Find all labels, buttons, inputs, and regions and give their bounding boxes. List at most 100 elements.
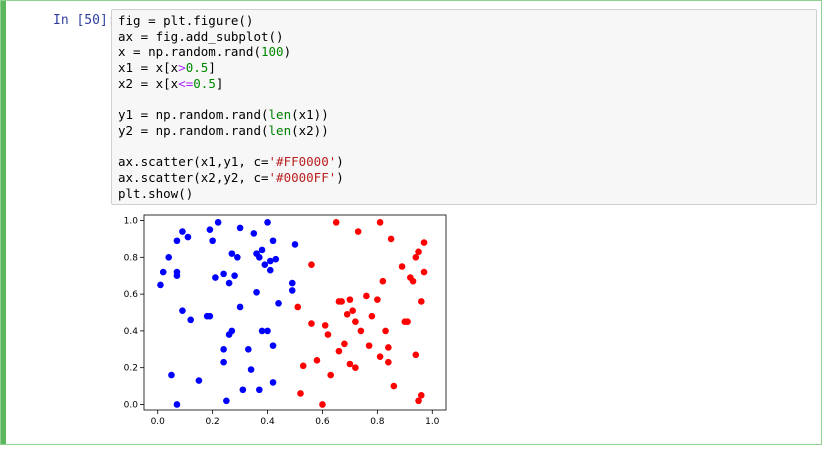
scatter-point-series-2 [341,340,348,348]
scatter-point-series-2 [335,347,343,355]
code-editor[interactable]: fig = plt.figure() ax = fig.add_subplot()… [111,9,817,205]
scatter-point-series-1 [206,226,214,234]
scatter-point-series-2 [294,303,302,311]
scatter-point-series-1 [214,219,222,226]
scatter-point-series-2 [420,239,428,246]
scatter-point-series-1 [223,397,230,405]
scatter-point-series-2 [412,254,420,261]
code-token: '#FF0000' [268,154,337,170]
scatter-point-series-2 [346,296,354,303]
scatter-point-series-2 [349,307,356,314]
code-token: > [178,60,186,76]
scatter-point-series-2 [390,382,398,390]
scatter-point-series-2 [398,263,406,270]
y-tick-label: 0.0 [124,400,139,410]
scatter-point-series-1 [288,279,296,287]
scatter-point-series-2 [319,401,326,408]
y-tick-label: 0.8 [124,253,139,263]
scatter-point-series-1 [264,327,271,335]
scatter-point-series-2 [385,344,392,351]
code-token: y1 = np.random.rand( [118,107,269,123]
scatter-point-series-1 [258,327,266,335]
scatter-point-series-2 [412,351,420,359]
code-token: x1 = x[x [118,60,179,76]
scatter-point-series-2 [332,219,340,226]
x-tick-label: 0.2 [205,417,219,427]
scatter-point-series-2 [363,292,370,300]
scatter-point-series-2 [324,331,332,338]
scatter-point-series-2 [387,235,395,243]
input-prompt: In [50]: [53,13,116,28]
scatter-point-series-2 [308,261,315,268]
scatter-point-series-1 [220,270,227,278]
y-tick-label: 0.6 [124,290,139,300]
code-token: ax.scatter(x1,y1, c= [118,154,269,170]
scatter-point-series-2 [409,277,417,285]
code-line: ax.scatter(x1,y1, c='#FF0000') [118,154,810,170]
x-tick-label: 0.4 [260,417,275,427]
code-token: 100 [261,44,284,60]
code-line: fig = plt.figure() [118,13,810,29]
scatter-point-series-2 [382,327,389,335]
scatter-point-series-2 [415,397,422,405]
scatter-point-series-1 [236,224,244,232]
x-tick-label: 0.0 [151,417,166,427]
scatter-point-series-2 [327,371,334,379]
scatter-point-series-2 [338,298,345,305]
scatter-point-series-1 [261,261,269,268]
code-token: <= [178,75,194,91]
scatter-point-series-1 [247,366,255,373]
scatter-point-series-1 [269,237,277,245]
scatter-point-series-2 [357,327,365,335]
scatter-point-series-1 [209,237,216,245]
scatter-point-series-1 [184,233,192,241]
scatter-point-series-1 [220,358,227,366]
scatter-point-series-1 [195,377,203,384]
scatter-point-series-1 [266,257,274,265]
scatter-point-series-2 [313,357,321,364]
code-token: x2 = x[x [118,75,179,91]
scatter-point-series-1 [269,379,277,386]
scatter-point-series-2 [354,228,362,235]
scatter-point-series-1 [253,288,260,296]
scatter-point-series-2 [374,296,381,303]
code-token: y2 = np.random.rand( [118,122,269,138]
scatter-point-series-2 [321,322,329,329]
scatter-point-series-1 [157,281,164,289]
code-line [118,139,810,155]
code-token: ) [336,154,344,170]
code-token: (x1)) [291,107,329,123]
code-line: y1 = np.random.rand(len(x1)) [118,107,810,123]
scatter-point-series-1 [173,237,181,245]
scatter-point-series-1 [256,254,263,261]
scatter-point-series-1 [187,316,194,324]
scatter-point-series-1 [269,342,277,349]
scatter-point-series-1 [239,386,247,394]
scatter-point-series-1 [272,255,280,263]
scatter-point-series-1 [179,228,186,235]
code-token: len [268,107,292,123]
code-token: ax.scatter(x2,y2, c= [118,169,269,185]
scatter-point-series-2 [352,318,359,325]
scatter-point-series-2 [308,320,315,327]
scatter-point-series-2 [352,364,359,371]
scatter-point-series-1 [234,254,241,261]
code-token: x = np.random.rand( [118,44,261,60]
cell-selection-bar [1,1,6,444]
scatter-point-series-1 [288,287,296,294]
scatter-point-series-1 [165,254,173,261]
scatter-point-series-2 [404,318,411,325]
cell-output: 0.0 0.2 0.4 0.6 0.8 1.0 0.0 0.2 0.4 0.6 0.8 1.0 [111,209,456,445]
code-token: 0.5 [193,75,216,91]
code-line: ax = fig.add_subplot() [118,29,810,45]
code-token: '#0000FF' [268,169,337,185]
code-line: x1 = x[x>0.5] [118,60,810,76]
scatter-point-series-1 [159,268,167,276]
code-token: len [268,122,292,138]
scatter-point-series-1 [225,279,233,287]
scatter-point-series-1 [236,303,244,311]
scatter-point-series-1 [206,312,214,320]
scatter-point-series-1 [258,246,266,254]
x-tick-label: 1.0 [425,417,440,427]
